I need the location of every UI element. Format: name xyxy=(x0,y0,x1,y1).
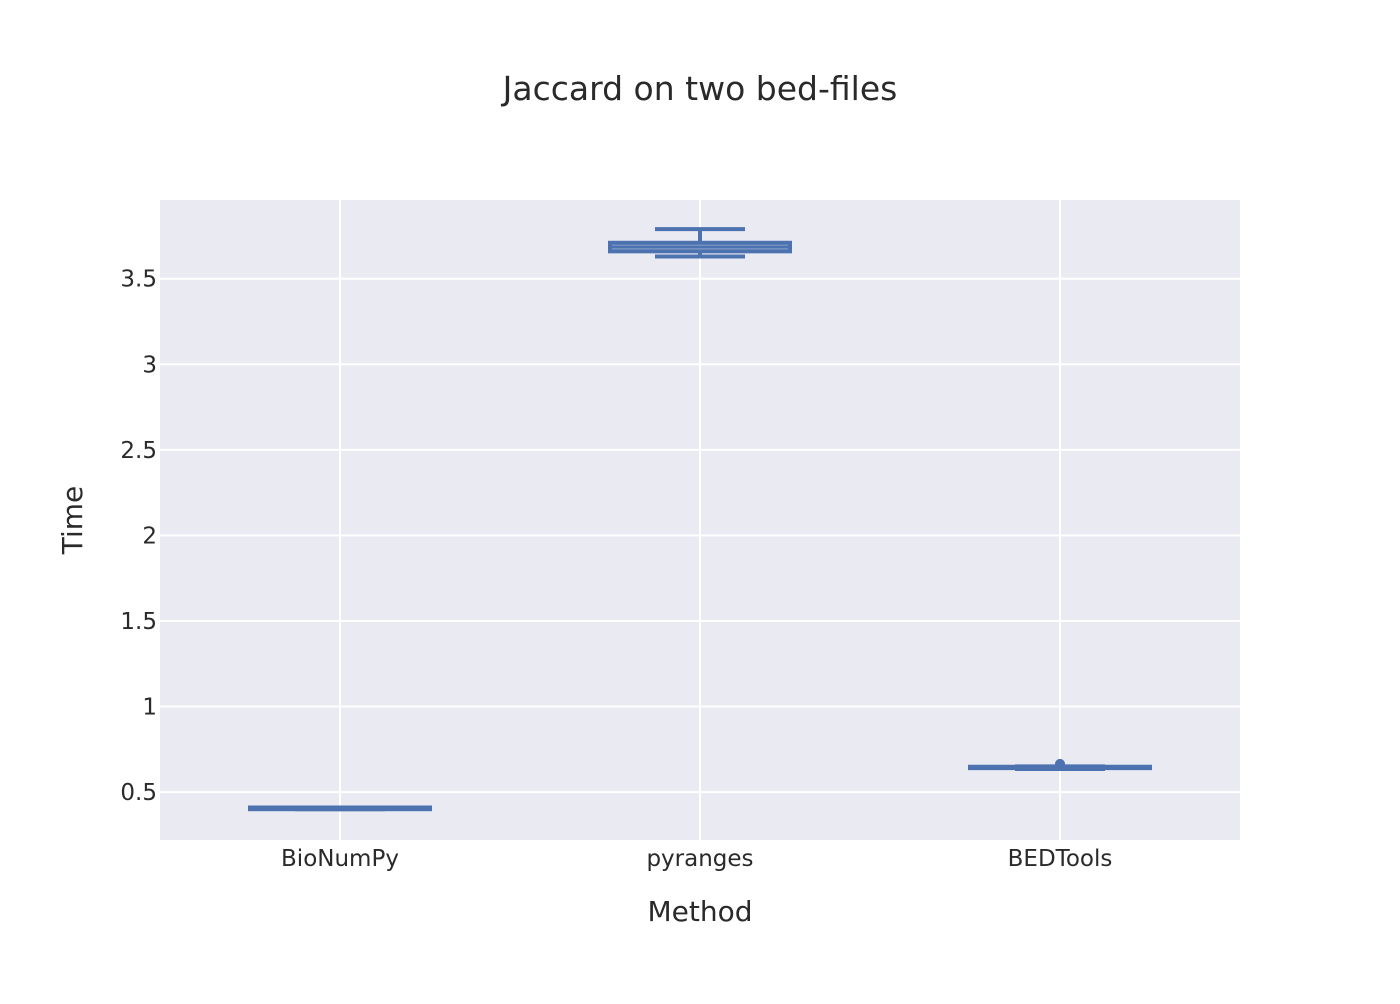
y-tick-label: 1 xyxy=(142,695,157,721)
chart-title: Jaccard on two bed-files xyxy=(501,69,898,108)
y-tick-label: 2.5 xyxy=(120,438,157,464)
x-axis-ticks: BioNumPy pyranges BEDTools xyxy=(281,846,1112,872)
y-axis-ticks: 0.5 1 1.5 2 2.5 3 3.5 xyxy=(120,267,157,806)
y-tick-label: 1.5 xyxy=(120,609,157,635)
x-tick-label: pyranges xyxy=(646,846,753,872)
y-axis-label: Time xyxy=(56,486,89,556)
x-axis-label: Method xyxy=(647,895,752,928)
y-tick-label: 3.5 xyxy=(120,267,157,293)
box-series xyxy=(248,227,1152,812)
y-tick-label: 3 xyxy=(142,352,157,378)
x-tick-label: BioNumPy xyxy=(281,846,399,872)
y-tick-label: 2 xyxy=(142,523,157,549)
grid-lines xyxy=(160,200,1240,840)
box-pyranges xyxy=(608,227,792,259)
outlier-point xyxy=(1055,758,1065,769)
box-bedtools xyxy=(968,758,1152,771)
x-tick-label: BEDTools xyxy=(1008,846,1113,872)
y-tick-label: 0.5 xyxy=(120,780,157,806)
box-bionumpy xyxy=(248,805,432,812)
